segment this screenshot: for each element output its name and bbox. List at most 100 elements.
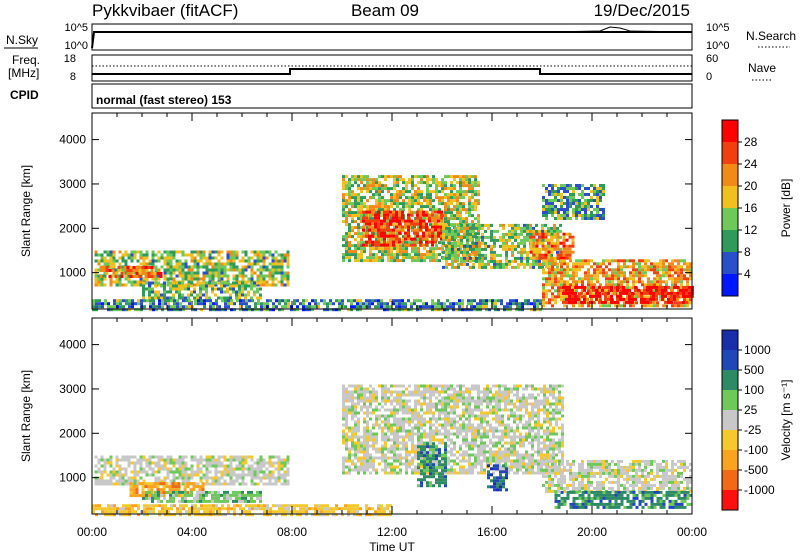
velocity-cell xyxy=(152,456,155,459)
power-cell xyxy=(454,242,457,245)
power-cell xyxy=(617,277,620,280)
power-cell xyxy=(599,265,602,268)
power-cell xyxy=(191,266,194,269)
power-cell xyxy=(593,199,596,202)
power-cell xyxy=(581,193,584,196)
power-cell xyxy=(617,274,620,277)
power-cell xyxy=(157,291,160,294)
power-cell xyxy=(287,299,290,302)
power-cell xyxy=(354,181,357,184)
power-cell xyxy=(520,230,523,233)
power-cell xyxy=(206,257,209,260)
power-cell xyxy=(275,257,278,260)
power-cell xyxy=(411,205,414,208)
velocity-cell xyxy=(136,494,139,497)
power-cell xyxy=(140,299,143,302)
velocity-cell xyxy=(345,400,348,403)
velocity-cell xyxy=(101,471,104,474)
power-cell xyxy=(505,263,508,266)
power-cell xyxy=(396,244,399,247)
power-cell xyxy=(569,193,572,196)
velocity-cell xyxy=(366,424,369,427)
velocity-cell xyxy=(381,427,384,430)
power-cell xyxy=(239,275,242,278)
power-cell xyxy=(432,175,435,178)
power-cell xyxy=(416,217,419,220)
power-cell xyxy=(453,208,456,211)
nsky-left-tick-bottom: 10^0 xyxy=(64,40,88,52)
power-cell xyxy=(656,268,659,271)
power-cell xyxy=(485,305,488,308)
power-cell xyxy=(393,187,396,190)
power-cell xyxy=(235,285,238,288)
power-cell xyxy=(454,236,457,239)
power-cell xyxy=(232,291,235,294)
power-cell xyxy=(468,208,471,211)
velocity-cell xyxy=(351,415,354,418)
power-cell xyxy=(351,178,354,181)
power-cell xyxy=(578,208,581,211)
power-cell xyxy=(463,224,466,227)
power-cell xyxy=(326,305,329,308)
velocity-cell xyxy=(182,456,185,459)
power-cell xyxy=(548,242,551,245)
power-cell xyxy=(152,254,155,257)
power-cell xyxy=(539,299,542,302)
power-cell xyxy=(164,272,167,275)
power-cell xyxy=(163,285,166,288)
power-cell xyxy=(278,281,281,284)
velocity-cell xyxy=(221,474,224,477)
velocity-cell xyxy=(176,462,179,465)
power-cell xyxy=(342,238,345,241)
power-cell xyxy=(402,190,405,193)
power-cell xyxy=(184,288,187,291)
velocity-cell xyxy=(215,462,218,465)
power-cell xyxy=(468,187,471,190)
power-cell xyxy=(646,289,649,292)
power-cell xyxy=(598,286,601,289)
power-cell xyxy=(554,233,557,236)
power-cell xyxy=(393,202,396,205)
power-cell xyxy=(164,251,167,254)
power-cell xyxy=(420,181,423,184)
power-cell xyxy=(263,278,266,281)
power-cell xyxy=(378,193,381,196)
power-cell xyxy=(148,291,151,294)
power-cell xyxy=(448,257,451,260)
power-cell xyxy=(508,260,511,263)
power-cell xyxy=(429,196,432,199)
power-cell xyxy=(462,184,465,187)
power-cell xyxy=(429,193,432,196)
power-cell xyxy=(475,242,478,245)
power-cell xyxy=(230,260,233,263)
power-cell xyxy=(551,298,554,301)
velocity-cell xyxy=(236,480,239,483)
power-cell xyxy=(583,289,586,292)
power-cell xyxy=(523,257,526,260)
power-cell xyxy=(375,184,378,187)
power-cell xyxy=(502,239,505,242)
power-cell xyxy=(357,205,360,208)
velocity-cell xyxy=(223,500,226,503)
velocity-cell xyxy=(354,391,357,394)
power-cell xyxy=(560,265,563,268)
power-cell xyxy=(545,190,548,193)
power-cell xyxy=(478,263,481,266)
power-cell xyxy=(260,269,263,272)
velocity-cell xyxy=(139,494,142,497)
power-cell xyxy=(351,250,354,253)
power-cell xyxy=(98,263,101,266)
power-cell xyxy=(455,302,458,305)
power-cell xyxy=(398,299,401,302)
power-cell xyxy=(378,175,381,178)
power-cell xyxy=(632,271,635,274)
power-cell xyxy=(671,280,674,283)
power-cell xyxy=(230,269,233,272)
power-cell xyxy=(197,251,200,254)
power-cell xyxy=(641,280,644,283)
power-cell xyxy=(405,247,408,250)
power-cell xyxy=(414,250,417,253)
power-cell xyxy=(140,254,143,257)
power-cell xyxy=(451,236,454,239)
power-cell xyxy=(127,272,130,275)
